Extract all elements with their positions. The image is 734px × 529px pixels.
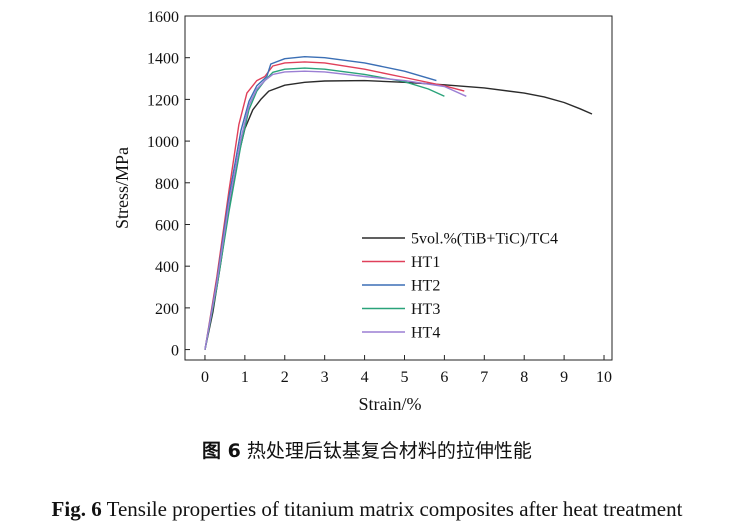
stress-strain-chart: 0 1 2 3 4 5 6 7 8 9 10 0 200 400 600 800 1000 1200 1400 160… xyxy=(112,9,613,414)
y-tick-label: 400 xyxy=(155,259,179,276)
legend: 5vol.%(TiB+TiC)/TC4 HT1 HT2 HT3 HT4 xyxy=(362,231,558,342)
x-tick-label: 3 xyxy=(321,369,329,386)
caption-chinese-figure-number: 图 6 xyxy=(202,440,241,462)
series-line-4 xyxy=(204,67,445,350)
y-axis-title: Stress/MPa xyxy=(112,147,132,229)
y-tick-label: 200 xyxy=(155,301,179,318)
legend-label-2: HT1 xyxy=(411,254,440,271)
y-tick-label: 800 xyxy=(155,176,179,193)
x-tick-label: 4 xyxy=(361,369,369,386)
legend-label-5: HT4 xyxy=(411,325,440,342)
y-tick-label: 1600 xyxy=(147,9,179,26)
x-tick-label: 9 xyxy=(560,369,568,386)
y-tick-label: 1400 xyxy=(147,51,179,68)
legend-label-1: 5vol.%(TiB+TiC)/TC4 xyxy=(411,231,558,248)
y-tick-label: 0 xyxy=(171,343,179,360)
x-tick-label: 6 xyxy=(440,369,448,386)
axis-ticks: 0 1 2 3 4 5 6 7 8 9 10 0 200 400 600 800 1000 1200 1400 160… xyxy=(147,9,612,386)
caption-english-figure-number: Fig. 6 xyxy=(51,497,102,521)
x-tick-label: 10 xyxy=(596,369,612,386)
x-axis-title: Strain/% xyxy=(359,394,422,414)
x-tick-label: 5 xyxy=(400,369,408,386)
legend-label-3: HT2 xyxy=(411,278,440,295)
caption-english-text: Tensile properties of titanium matrix co… xyxy=(101,497,683,521)
series-line-3 xyxy=(204,56,437,350)
x-tick-label: 8 xyxy=(520,369,528,386)
caption-chinese-text: 热处理后钛基复合材料的拉伸性能 xyxy=(240,440,532,462)
caption-chinese: 图 6 热处理后钛基复合材料的拉伸性能 xyxy=(0,436,734,463)
x-tick-label: 1 xyxy=(241,369,249,386)
y-tick-label: 600 xyxy=(155,217,179,234)
x-tick-label: 7 xyxy=(480,369,488,386)
caption-english: Fig. 6 Tensile properties of titanium ma… xyxy=(0,497,734,522)
x-tick-label: 0 xyxy=(201,369,209,386)
y-tick-label: 1000 xyxy=(147,134,179,151)
series-line-1 xyxy=(204,79,593,350)
y-tick-label: 1200 xyxy=(147,92,179,109)
series-lines xyxy=(204,56,593,350)
legend-label-4: HT3 xyxy=(411,301,440,318)
x-tick-label: 2 xyxy=(281,369,289,386)
series-line-2 xyxy=(204,61,465,350)
plot-frame xyxy=(184,15,613,361)
series-line-5 xyxy=(204,70,467,350)
